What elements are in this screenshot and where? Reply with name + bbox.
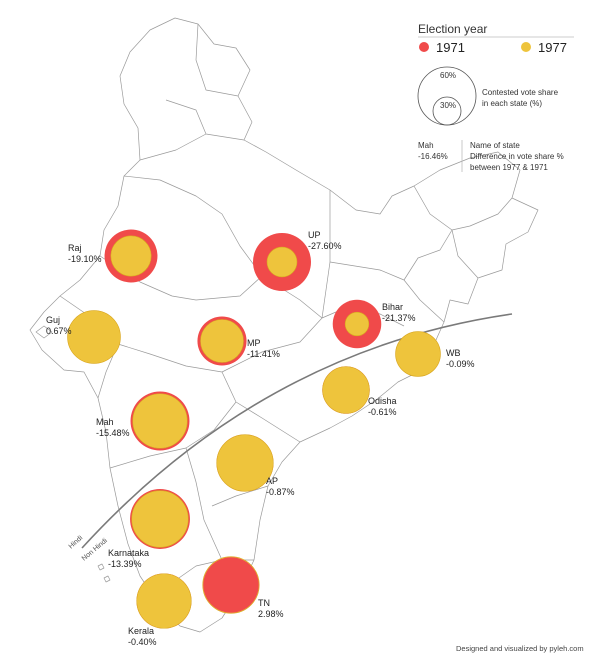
bubble-bihar-1977 [344, 311, 370, 337]
state-bubbles [67, 229, 441, 629]
bubble-guj-1977 [67, 310, 121, 364]
credit-text: Designed and visualized by pyleh.com [456, 644, 584, 653]
state-label-guj: Guj [46, 315, 60, 325]
state-diff-tn: 2.98% [258, 609, 284, 619]
bubble-karnataka-1977 [131, 490, 189, 548]
bubble-kerala-1977 [136, 573, 192, 629]
state-diff-up: -27.60% [308, 241, 342, 251]
hindi-label: Hindi [68, 534, 85, 550]
state-label-karnataka: Karnataka [108, 548, 149, 558]
legend-1977-label: 1977 [538, 40, 567, 55]
size-key-small-circle [432, 96, 462, 126]
state-label-odisha: Odisha [368, 396, 397, 406]
state-diff-ap: -0.87% [266, 487, 295, 497]
example-caption-line3: between 1977 & 1971 [470, 163, 548, 172]
size-key-caption-line1: Contested vote share [482, 88, 559, 97]
bubble-up-1977 [266, 246, 298, 278]
size-key-small-value: 30% [440, 101, 456, 110]
non-hindi-label: Non Hindi [81, 537, 109, 562]
example-caption-line1: Name of state [470, 141, 520, 150]
bubble-mp-1977 [200, 319, 244, 363]
example-state-diff: -16.46% [418, 152, 448, 161]
state-diff-guj: 0.67% [46, 326, 72, 336]
legend-title: Election year [418, 22, 487, 36]
bubble-wb-1977 [395, 331, 441, 377]
bubble-raj-1977 [110, 235, 152, 277]
state-label-mah: Mah [96, 417, 114, 427]
state-label-kerala: Kerala [128, 626, 154, 636]
state-label-tn: TN [258, 598, 270, 608]
state-label-mp: MP [247, 338, 261, 348]
state-diff-odisha: -0.61% [368, 407, 397, 417]
state-diff-raj: -19.10% [68, 254, 102, 264]
legend-1971-swatch [419, 42, 429, 52]
india-map-outline [29, 17, 539, 633]
state-label-up: UP [308, 230, 321, 240]
state-diff-wb: -0.09% [446, 359, 475, 369]
legend-1971-label: 1971 [436, 40, 465, 55]
legend: Election year 1971 1977 60% 30% Conteste… [417, 22, 574, 172]
size-key-caption-line2: in each state (%) [482, 99, 542, 108]
bubble-odisha-1977 [322, 366, 370, 414]
example-caption-line2: Difference in vote share % [470, 152, 564, 161]
legend-1977-swatch [521, 42, 531, 52]
state-label-ap: AP [266, 476, 278, 486]
state-diff-mp: -11.41% [247, 349, 280, 359]
state-diff-kerala: -0.40% [128, 637, 157, 647]
state-label-raj: Raj [68, 243, 82, 253]
state-diff-mah: -15.48% [96, 428, 130, 438]
example-state-name: Mah [418, 141, 434, 150]
state-diff-bihar: -21.37% [382, 313, 416, 323]
state-label-bihar: Bihar [382, 302, 403, 312]
size-key-large-value: 60% [440, 71, 456, 80]
bubble-ap-1977 [216, 434, 274, 492]
bubble-mah-1977 [132, 393, 188, 449]
hindi-divider-line [81, 313, 513, 549]
state-label-wb: WB [446, 348, 461, 358]
bubble-tn-1971 [203, 557, 259, 613]
state-diff-karnataka: -13.39% [108, 559, 142, 569]
